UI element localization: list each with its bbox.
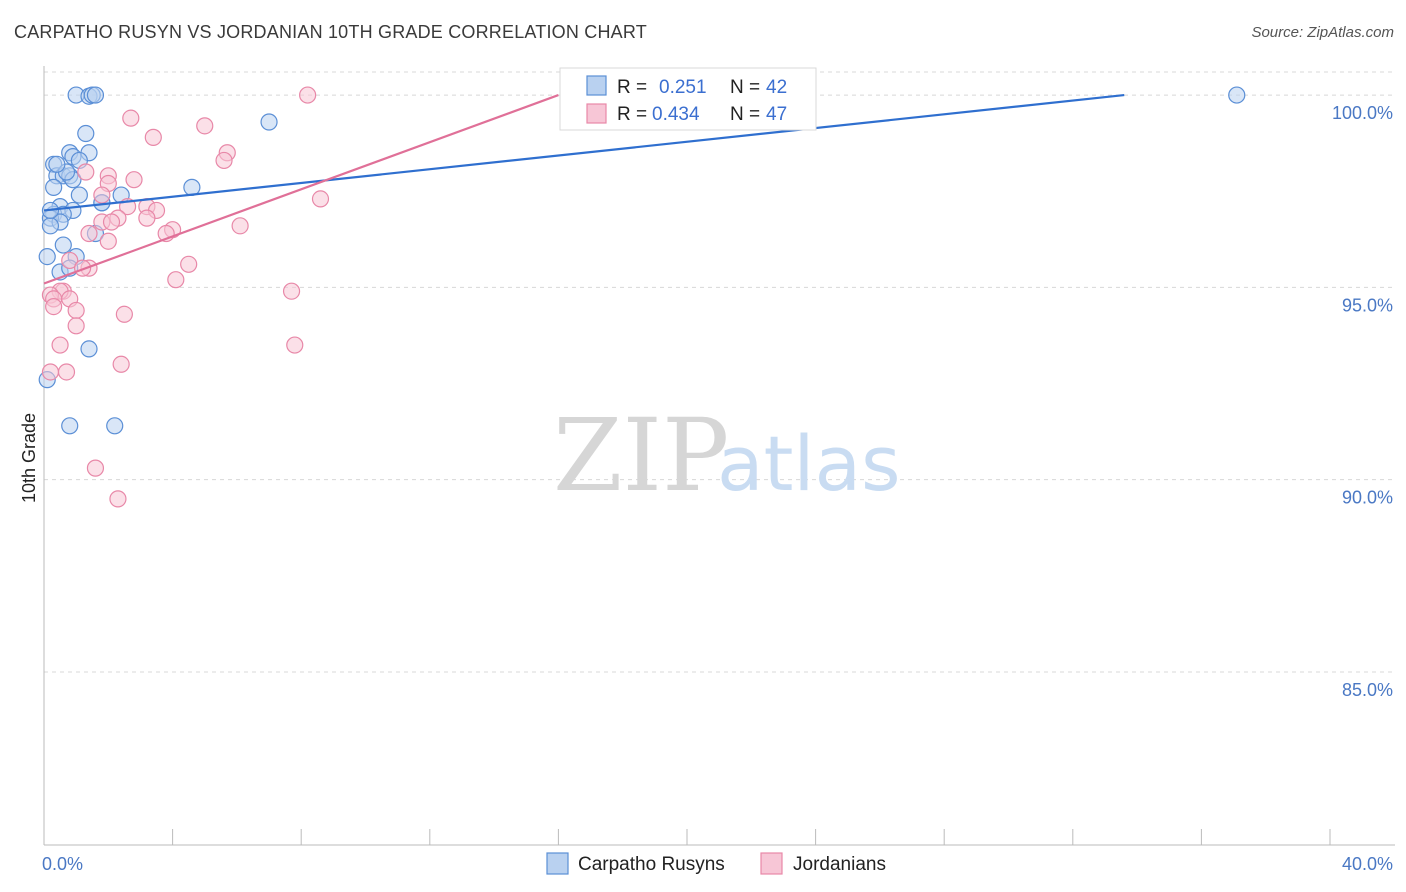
point-carpatho-rusyn <box>260 113 278 131</box>
legend-r-label: R = <box>617 77 647 98</box>
point-jordanian <box>122 109 140 127</box>
watermark: ZIP atlas <box>553 397 901 514</box>
point-jordanian <box>311 190 330 208</box>
point-jordanian <box>286 336 304 354</box>
point-jordanian <box>167 271 185 289</box>
series-legend-swatch-pink <box>760 852 783 875</box>
trend-lines <box>43 93 1125 285</box>
point-carpatho-rusyn <box>80 340 98 358</box>
point-jordanian <box>231 217 249 235</box>
point-jordanian <box>180 255 198 273</box>
point-jordanian <box>80 224 98 243</box>
legend-r-value: 0.434 <box>652 104 700 125</box>
legend-n-value: 47 <box>766 104 787 125</box>
point-jordanian <box>112 355 130 373</box>
point-jordanian <box>125 171 143 189</box>
y-axis-label: 10th Grade <box>19 413 39 503</box>
legend-n-value: 42 <box>766 77 787 98</box>
y-tick-label: 90.0% <box>1342 488 1393 508</box>
point-jordanian <box>61 251 79 270</box>
point-jordanian <box>144 128 162 146</box>
series-legend-label: Jordanians <box>793 854 886 875</box>
series-legend-label: Carpatho Rusyns <box>578 854 725 875</box>
point-jordanian <box>77 163 95 181</box>
point-carpatho-rusyn <box>41 217 60 235</box>
point-jordanian <box>45 297 63 316</box>
point-jordanian <box>299 86 317 104</box>
watermark-atlas: atlas <box>717 419 901 508</box>
x-tick-label: 0.0% <box>42 854 83 874</box>
point-carpatho-rusyn <box>54 236 72 254</box>
point-jordanian <box>73 259 92 277</box>
point-jordanian <box>57 363 76 381</box>
point-jordanian <box>67 317 85 335</box>
series-legend-swatch-blue <box>546 852 569 875</box>
point-jordanian <box>138 209 156 227</box>
gridlines <box>44 71 1395 673</box>
point-carpatho-rusyn <box>70 186 88 204</box>
series-legend: Carpatho Rusyns Jordanians <box>546 852 886 875</box>
tick-labels: 100.0% 95.0% 90.0% 85.0% 0.0% 40.0% <box>42 103 1393 874</box>
point-jordanian <box>109 490 127 508</box>
point-carpatho-rusyn <box>86 86 105 104</box>
point-carpatho-rusyn <box>61 417 79 435</box>
point-carpatho-rusyn <box>106 417 124 435</box>
point-jordanian <box>102 213 121 231</box>
trend-line-jordanians <box>43 94 559 285</box>
point-jordanian <box>41 363 60 381</box>
point-jordanian <box>215 151 233 170</box>
point-jordanian <box>282 282 301 300</box>
y-tick-label: 85.0% <box>1342 680 1393 700</box>
point-jordanian <box>115 305 133 323</box>
data-points <box>38 86 1246 508</box>
y-tick-label: 95.0% <box>1342 295 1393 315</box>
chart-title: CARPATHO RUSYN VS JORDANIAN 10TH GRADE C… <box>14 22 647 42</box>
watermark-zip: ZIP <box>553 397 729 514</box>
legend-swatch-pink <box>586 103 607 124</box>
point-carpatho-rusyn <box>38 247 56 266</box>
source-credit: Source: ZipAtlas.com <box>1251 24 1394 41</box>
legend-n-label: N = <box>730 104 760 125</box>
trend-line-carpatho-rusyns <box>43 93 1125 212</box>
axes <box>43 66 1395 846</box>
point-carpatho-rusyn <box>1228 86 1246 104</box>
legend-r-value: 0.251 <box>659 77 707 98</box>
legend-r-label: R = <box>617 104 647 125</box>
legend-n-label: N = <box>730 77 760 98</box>
y-tick-label: 100.0% <box>1332 103 1393 123</box>
point-jordanian <box>51 336 69 354</box>
legend-swatch-blue <box>586 75 607 96</box>
point-jordanian <box>93 186 111 204</box>
stats-legend: R = 0.251 N = 42 R = 0.434 N = 47 <box>559 67 817 131</box>
point-jordanian <box>67 301 85 320</box>
point-carpatho-rusyn <box>77 124 95 143</box>
point-jordanian <box>99 232 117 250</box>
point-jordanian <box>86 459 105 477</box>
point-carpatho-rusyn <box>45 178 63 196</box>
point-jordanian <box>196 117 214 135</box>
x-tick-label: 40.0% <box>1342 854 1393 874</box>
point-carpatho-rusyn <box>48 155 66 173</box>
